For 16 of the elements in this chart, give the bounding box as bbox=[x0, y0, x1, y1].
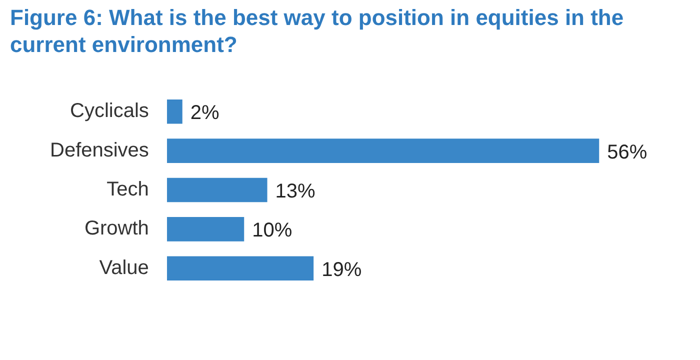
bar bbox=[166, 178, 268, 202]
data-label: 2% bbox=[190, 102, 220, 124]
data-label: 10% bbox=[252, 220, 292, 242]
bar bbox=[166, 256, 314, 281]
y-tick-label: Cyclicals bbox=[70, 100, 149, 122]
y-tick-label: Defensives bbox=[50, 139, 149, 162]
y-tick-label: Growth bbox=[84, 218, 149, 240]
y-tick-label: Value bbox=[99, 256, 149, 279]
data-label: 56% bbox=[607, 141, 648, 164]
data-label: 19% bbox=[322, 258, 362, 281]
chart-title: Figure 6: What is the best way to position in equities in the current environment? bbox=[10, 4, 625, 58]
bar bbox=[166, 217, 244, 242]
bar bbox=[166, 99, 182, 124]
y-tick-label: Tech bbox=[106, 178, 149, 201]
data-label: 13% bbox=[275, 180, 316, 203]
bar bbox=[166, 138, 600, 163]
